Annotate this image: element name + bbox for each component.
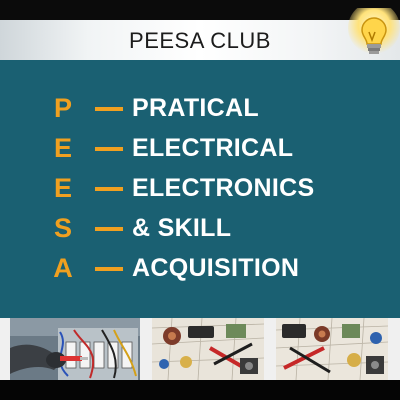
acronym-word: ACQUISITION: [132, 254, 300, 282]
lightbulb-icon: [348, 8, 400, 54]
acronym-row-e2: E ELECTRONICS: [0, 168, 400, 208]
acronym-row-a: A ACQUISITION: [0, 248, 400, 288]
dash-separator: [95, 227, 123, 231]
acronym-letter: A: [53, 253, 73, 283]
dash-separator: [95, 107, 123, 111]
dash-separator: [95, 187, 123, 191]
bottom-black-bar: [0, 380, 400, 400]
acronym-letter: E: [53, 173, 72, 203]
electronic-components-photo: [276, 318, 388, 380]
acronym-word: ELECTRICAL: [132, 134, 294, 162]
acronym-letter: E: [53, 133, 72, 163]
header-banner: PEESA CLUB: [0, 20, 400, 60]
acronym-panel: P PRATICAL E ELECTRICAL E ELECTRONICS S …: [0, 60, 400, 318]
acronym-row-p: P PRATICAL: [0, 88, 400, 128]
acronym-word: PRATICAL: [132, 94, 259, 122]
dash-separator: [95, 267, 123, 271]
acronym-word: ELECTRONICS: [132, 174, 315, 202]
acronym-letter: P: [53, 93, 72, 123]
acronym-row-e1: E ELECTRICAL: [0, 128, 400, 168]
photo-strip: [0, 318, 400, 380]
page-title: PEESA CLUB: [129, 28, 271, 53]
electrician-wiring-photo: [10, 318, 140, 380]
top-black-bar: [0, 0, 400, 22]
electronic-components-photo: [152, 318, 264, 380]
acronym-row-s: S & SKILL: [0, 208, 400, 248]
acronym-word: & SKILL: [132, 214, 232, 242]
dash-separator: [95, 147, 123, 151]
acronym-letter: S: [53, 213, 72, 243]
